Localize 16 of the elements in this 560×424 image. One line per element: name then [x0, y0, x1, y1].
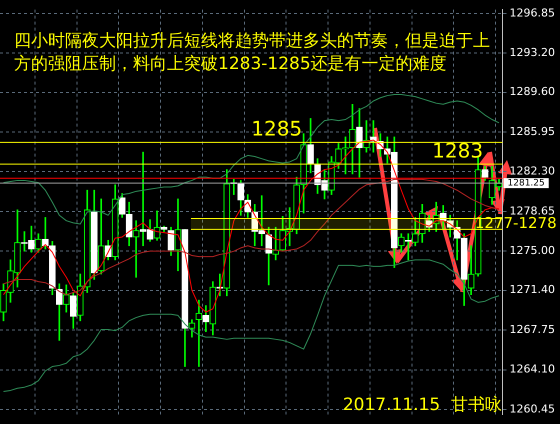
y-tick-label: 1264.10 [510, 362, 556, 376]
ref-line-label: 1283 [432, 138, 484, 162]
y-tick-label: 1282.30 [510, 164, 556, 178]
y-tick-label: 1285.95 [510, 124, 556, 138]
y-tick-label: 1289.60 [510, 85, 556, 98]
y-tick-label: 1275.00 [510, 244, 556, 258]
text: 四小时隔夜大阳拉升后短线将趋势带进多头的节奏，但是迫于上方的强阻压制，料向上突破1283-1285还是有一定的难度 [14, 30, 491, 76]
y-tick-label: 1271.40 [510, 283, 556, 296]
y-tick-label: 1260.45 [510, 402, 556, 416]
y-tick-label: 1293.20 [510, 46, 556, 59]
annotation: 2017.11.15 甘书咏 [342, 394, 502, 416]
ref-line-label: 1281.25 [508, 178, 545, 189]
y-tick-label: 1296.85 [510, 6, 556, 20]
ref-line-label: 1285 [251, 116, 302, 141]
y-tick-label: 1278.65 [510, 204, 556, 218]
y-tick-label: 1267.75 [510, 322, 556, 336]
